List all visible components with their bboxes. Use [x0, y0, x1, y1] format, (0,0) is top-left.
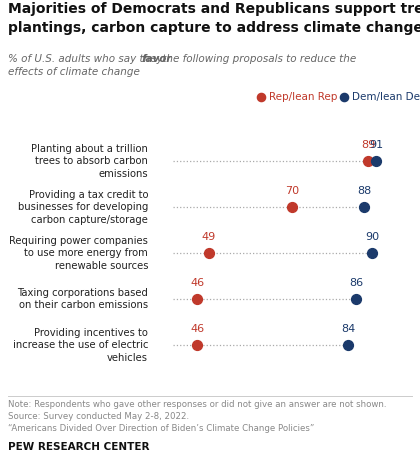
Text: Planting about a trillion
trees to absorb carbon
emissions: Planting about a trillion trees to absor…: [31, 144, 148, 179]
Point: [205, 250, 212, 257]
Text: 46: 46: [190, 324, 204, 334]
Text: 91: 91: [369, 140, 383, 150]
Text: the following proposals to reduce the: the following proposals to reduce the: [159, 54, 356, 64]
Point: [360, 204, 367, 211]
Text: Rep/lean Rep: Rep/lean Rep: [268, 92, 337, 102]
Text: % of U.S. adults who say they: % of U.S. adults who say they: [8, 54, 166, 64]
Text: favor: favor: [142, 54, 173, 64]
Point: [289, 204, 296, 211]
Point: [194, 295, 200, 303]
Text: 90: 90: [365, 232, 379, 242]
Text: Source: Survey conducted May 2-8, 2022.: Source: Survey conducted May 2-8, 2022.: [8, 412, 189, 421]
Point: [341, 93, 347, 100]
Text: Taxing corporations based
on their carbon emissions: Taxing corporations based on their carbo…: [17, 288, 148, 310]
Point: [365, 158, 371, 165]
Text: Majorities of Democrats and Republicans support tree: Majorities of Democrats and Republicans …: [8, 2, 420, 16]
Text: 70: 70: [285, 186, 299, 196]
Text: 86: 86: [349, 278, 363, 288]
Text: effects of climate change: effects of climate change: [8, 67, 140, 77]
Text: 88: 88: [357, 186, 371, 196]
Point: [345, 341, 352, 349]
Point: [194, 341, 200, 349]
Point: [373, 158, 379, 165]
Text: 46: 46: [190, 278, 204, 288]
Text: 49: 49: [202, 232, 216, 242]
Text: 84: 84: [341, 324, 355, 334]
Text: Requiring power companies
to use more energy from
renewable sources: Requiring power companies to use more en…: [9, 236, 148, 271]
Point: [353, 295, 360, 303]
Text: PEW RESEARCH CENTER: PEW RESEARCH CENTER: [8, 442, 150, 452]
Point: [368, 250, 375, 257]
Text: Providing incentives to
increase the use of electric
vehicles: Providing incentives to increase the use…: [13, 328, 148, 363]
Text: Note: Respondents who gave other responses or did not give an answer are not sho: Note: Respondents who gave other respons…: [8, 400, 387, 408]
Text: plantings, carbon capture to address climate change: plantings, carbon capture to address cli…: [8, 21, 420, 35]
Point: [257, 93, 264, 100]
Text: 89: 89: [361, 140, 375, 150]
Text: Providing a tax credit to
businesses for developing
carbon capture/storage: Providing a tax credit to businesses for…: [18, 190, 148, 225]
Text: Dem/lean Dem: Dem/lean Dem: [352, 92, 420, 102]
Text: “Americans Divided Over Direction of Biden’s Climate Change Policies”: “Americans Divided Over Direction of Bid…: [8, 424, 315, 433]
